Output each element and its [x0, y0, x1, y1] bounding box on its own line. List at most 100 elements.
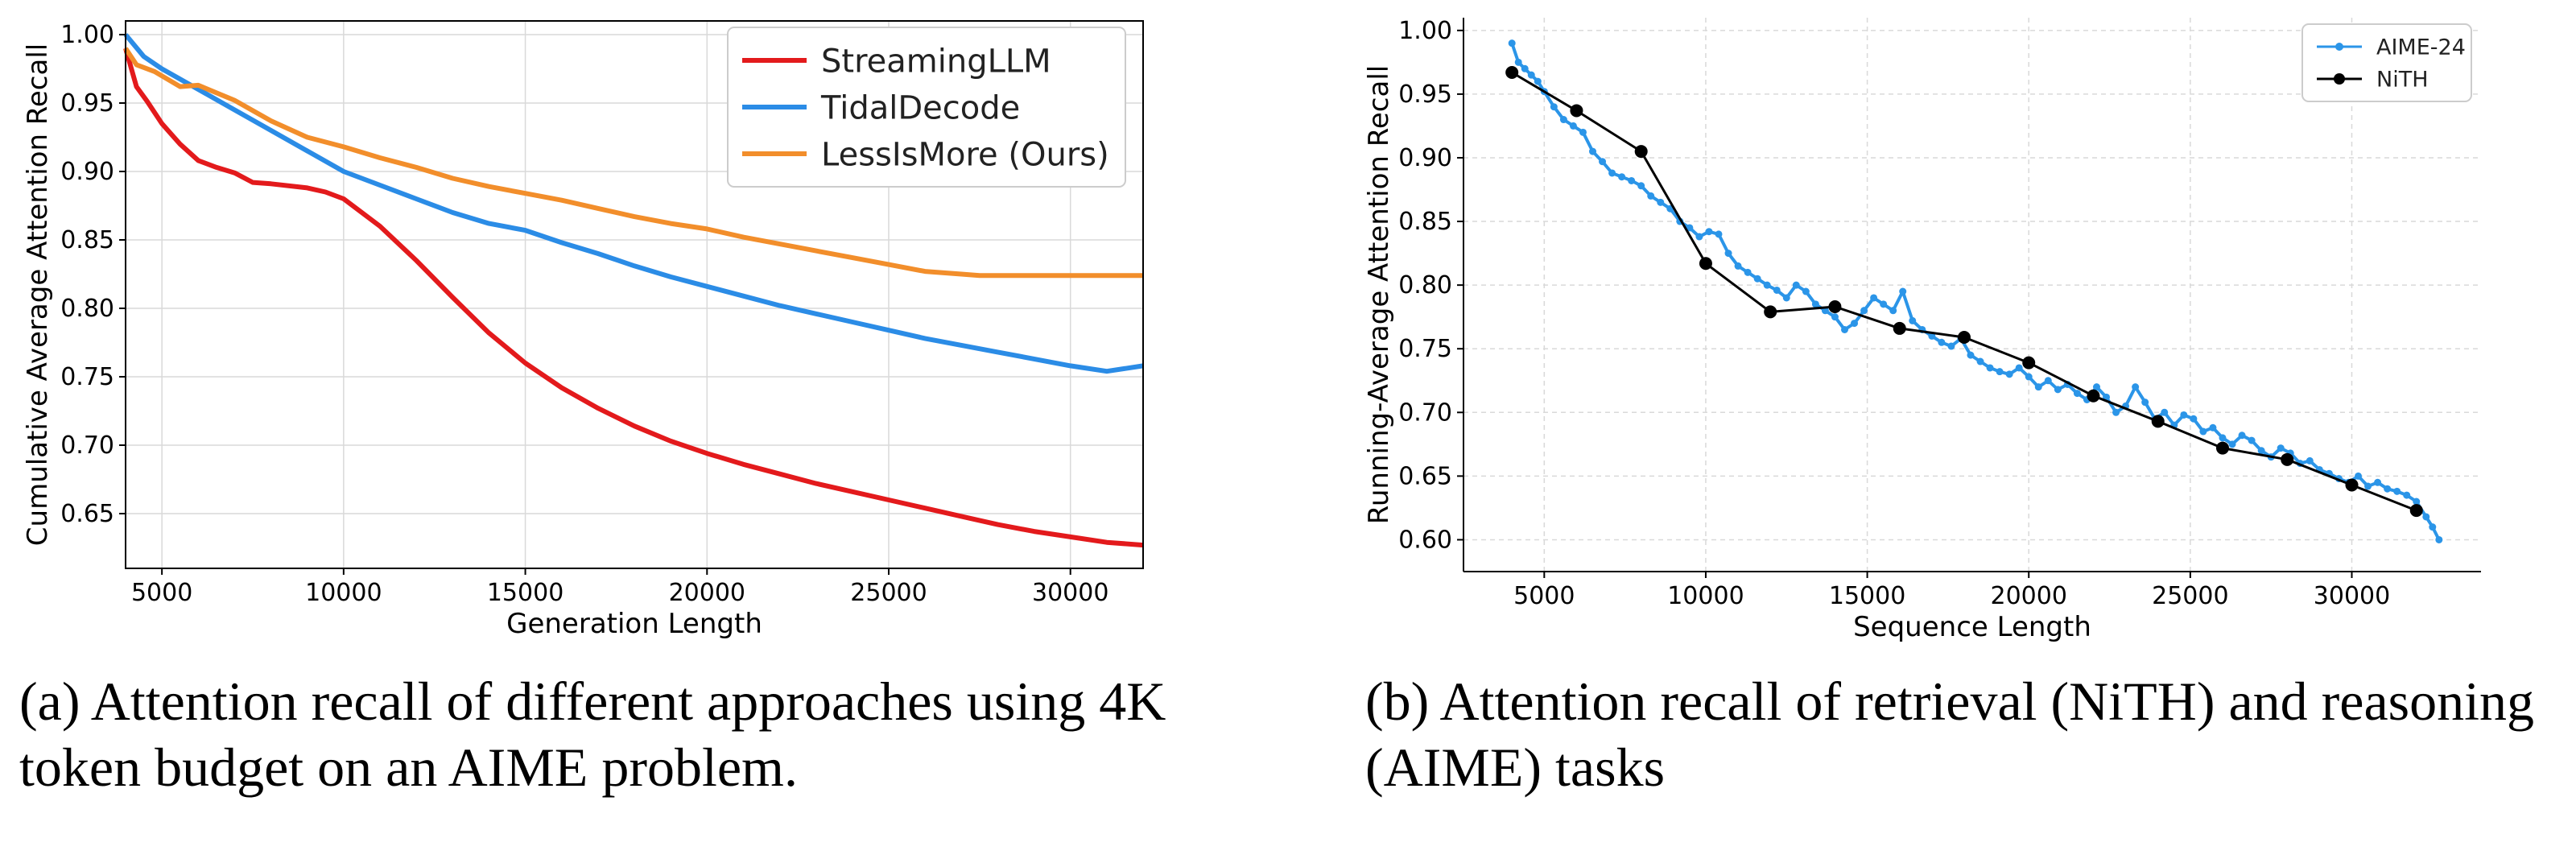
- data-point: [1521, 64, 1529, 72]
- data-point: [2190, 415, 2198, 423]
- data-point: [2087, 389, 2100, 403]
- data-point: [1976, 357, 1984, 365]
- y-tick-label: 0.75: [1398, 335, 1452, 363]
- data-point: [2435, 535, 2443, 543]
- data-point: [1715, 230, 1723, 238]
- y-axis-title: Cumulative Average Attention Recall: [22, 43, 54, 546]
- data-point: [1686, 224, 1694, 232]
- data-point: [2022, 356, 2036, 370]
- y-tick-label: 0.90: [1398, 144, 1452, 172]
- data-point: [1637, 182, 1645, 190]
- data-point: [1773, 286, 1781, 294]
- data-point: [2161, 408, 2169, 416]
- data-point: [2384, 485, 2392, 493]
- data-point: [1569, 122, 1577, 130]
- y-axis-title: Running-Average Attention Recall: [1363, 65, 1395, 524]
- data-point: [1550, 103, 1558, 111]
- data-point: [2345, 478, 2359, 492]
- data-point: [1514, 58, 1522, 66]
- data-point: [1792, 281, 1800, 289]
- legend-label: TidalDecode: [820, 89, 1020, 126]
- data-point: [1505, 66, 1519, 80]
- data-point: [1880, 300, 1888, 308]
- plot-frame: [125, 20, 1144, 569]
- data-point: [1996, 368, 2004, 376]
- data-point: [1527, 71, 1535, 79]
- data-point: [2238, 432, 2246, 440]
- data-point: [2393, 487, 2401, 495]
- y-tick-label: 0.70: [1398, 398, 1452, 427]
- data-point: [2015, 364, 2023, 372]
- data-point: [1634, 145, 1648, 159]
- data-point: [1851, 320, 1859, 328]
- data-point: [1802, 287, 1810, 295]
- legend: AIME-24 NiTH: [2301, 23, 2472, 102]
- y-tick-label: 0.65: [60, 500, 114, 528]
- data-point: [2409, 504, 2423, 518]
- data-point: [1870, 294, 1878, 302]
- data-point: [2199, 427, 2207, 436]
- data-point: [1705, 228, 1713, 236]
- legend-marker: [2334, 73, 2345, 85]
- data-point: [2281, 452, 2294, 466]
- data-point: [1618, 173, 1626, 181]
- x-tick-label: 5000: [1513, 582, 1575, 610]
- data-point: [1893, 321, 1906, 335]
- caption-a: (a) Attention recall of different approa…: [19, 671, 1166, 798]
- series-line-1: [123, 33, 1144, 374]
- data-point: [2092, 383, 2100, 391]
- data-point: [1860, 307, 1868, 315]
- x-tick-label: 25000: [2152, 582, 2228, 610]
- data-point: [1599, 158, 1607, 166]
- legend-label: LessIsMore (Ours): [821, 136, 1109, 173]
- x-tick-label: 15000: [1829, 582, 1905, 610]
- x-tick-label: 5000: [131, 579, 192, 607]
- x-tick-label: 10000: [1667, 582, 1744, 610]
- data-point: [1957, 330, 1971, 344]
- data-point: [1724, 250, 1732, 258]
- data-point: [2180, 411, 2188, 419]
- data-point: [2306, 456, 2314, 465]
- data-point: [1840, 325, 1848, 333]
- data-point: [1608, 169, 1616, 177]
- y-tick-label: 0.65: [1398, 462, 1452, 490]
- data-point: [2355, 472, 2363, 480]
- legend: StreamingLLM TidalDecode LessIsMore (Ours): [727, 27, 1126, 188]
- data-point: [2228, 440, 2236, 448]
- caption-b: (b) Attention recall of retrieval (NiTH)…: [1365, 671, 2535, 798]
- legend-marker: [2335, 43, 2343, 51]
- data-point: [2364, 482, 2372, 490]
- data-point: [1570, 104, 1583, 118]
- x-tick-label: 30000: [1032, 579, 1108, 607]
- x-tick-label: 30000: [2314, 582, 2390, 610]
- data-point: [2429, 523, 2437, 531]
- data-point: [2215, 441, 2229, 455]
- data-point: [2374, 478, 2382, 486]
- data-point: [1744, 268, 1752, 276]
- legend-box: [727, 27, 1126, 188]
- x-axis-title: Sequence Length: [1853, 611, 2091, 643]
- x-tick-label: 15000: [487, 579, 564, 607]
- chart-a: 5000 10000 15000 20000 25000 30000 0.65 0.70 0.7…: [22, 20, 1144, 640]
- data-point: [2413, 498, 2421, 506]
- data-point: [1657, 198, 1665, 206]
- data-point: [1753, 275, 1761, 283]
- data-point: [1695, 233, 1703, 241]
- data-point: [2132, 383, 2140, 391]
- legend-label: NiTH: [2376, 68, 2429, 93]
- y-tick-label: 0.85: [60, 226, 114, 254]
- data-point: [2209, 423, 2217, 432]
- legend-label: StreamingLLM: [821, 43, 1051, 80]
- y-tick-label: 0.80: [60, 295, 114, 323]
- y-tick-label: 0.75: [60, 363, 114, 391]
- y-tick-label: 0.95: [60, 89, 114, 118]
- data-point: [1628, 176, 1636, 184]
- data-point: [1889, 307, 1897, 315]
- data-point: [2034, 383, 2042, 391]
- data-point: [1699, 257, 1712, 270]
- data-point: [2005, 370, 2013, 378]
- data-point: [1899, 287, 1907, 295]
- data-point: [1811, 300, 1819, 308]
- data-point: [1909, 316, 1917, 324]
- data-point: [1734, 262, 1742, 270]
